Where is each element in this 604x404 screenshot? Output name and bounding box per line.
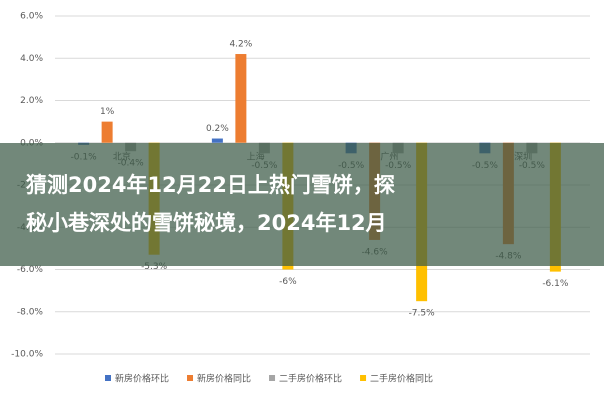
y-tick-label: -6.0% [17, 265, 44, 275]
banner [0, 143, 604, 266]
y-tick-label: 6.0% [20, 12, 43, 22]
legend-swatch [187, 375, 194, 381]
bar [101, 121, 113, 143]
legend-swatch [360, 375, 367, 381]
value-label: -6% [279, 277, 297, 287]
legend-swatch [105, 375, 111, 381]
legend-label: 新房价格同比 [197, 373, 251, 385]
banner-line: 猜测2024年12月22日上热门雪饼，探 [25, 173, 395, 197]
y-tick-label: 2.0% [20, 96, 43, 106]
value-label: 0.2% [206, 124, 229, 134]
banner-line: 秘小巷深处的雪饼秘境，2024年12月 [26, 211, 387, 235]
y-tick-label: 4.0% [20, 54, 43, 64]
legend-label: 二手房价格环比 [279, 373, 342, 385]
value-label: 1% [100, 107, 115, 117]
y-tick-label: -8.0% [17, 307, 44, 317]
y-tick-label: -10.0% [11, 350, 43, 360]
value-label: -6.1% [542, 279, 569, 289]
value-label: -5.3% [141, 262, 168, 272]
legend-swatch [269, 375, 276, 381]
bar [211, 138, 223, 143]
legend-label: 新房价格环比 [115, 373, 169, 385]
value-label: 4.2% [229, 40, 252, 50]
legend-label: 二手房价格同比 [370, 373, 433, 385]
bar [235, 54, 247, 143]
value-label: -7.5% [409, 309, 436, 319]
